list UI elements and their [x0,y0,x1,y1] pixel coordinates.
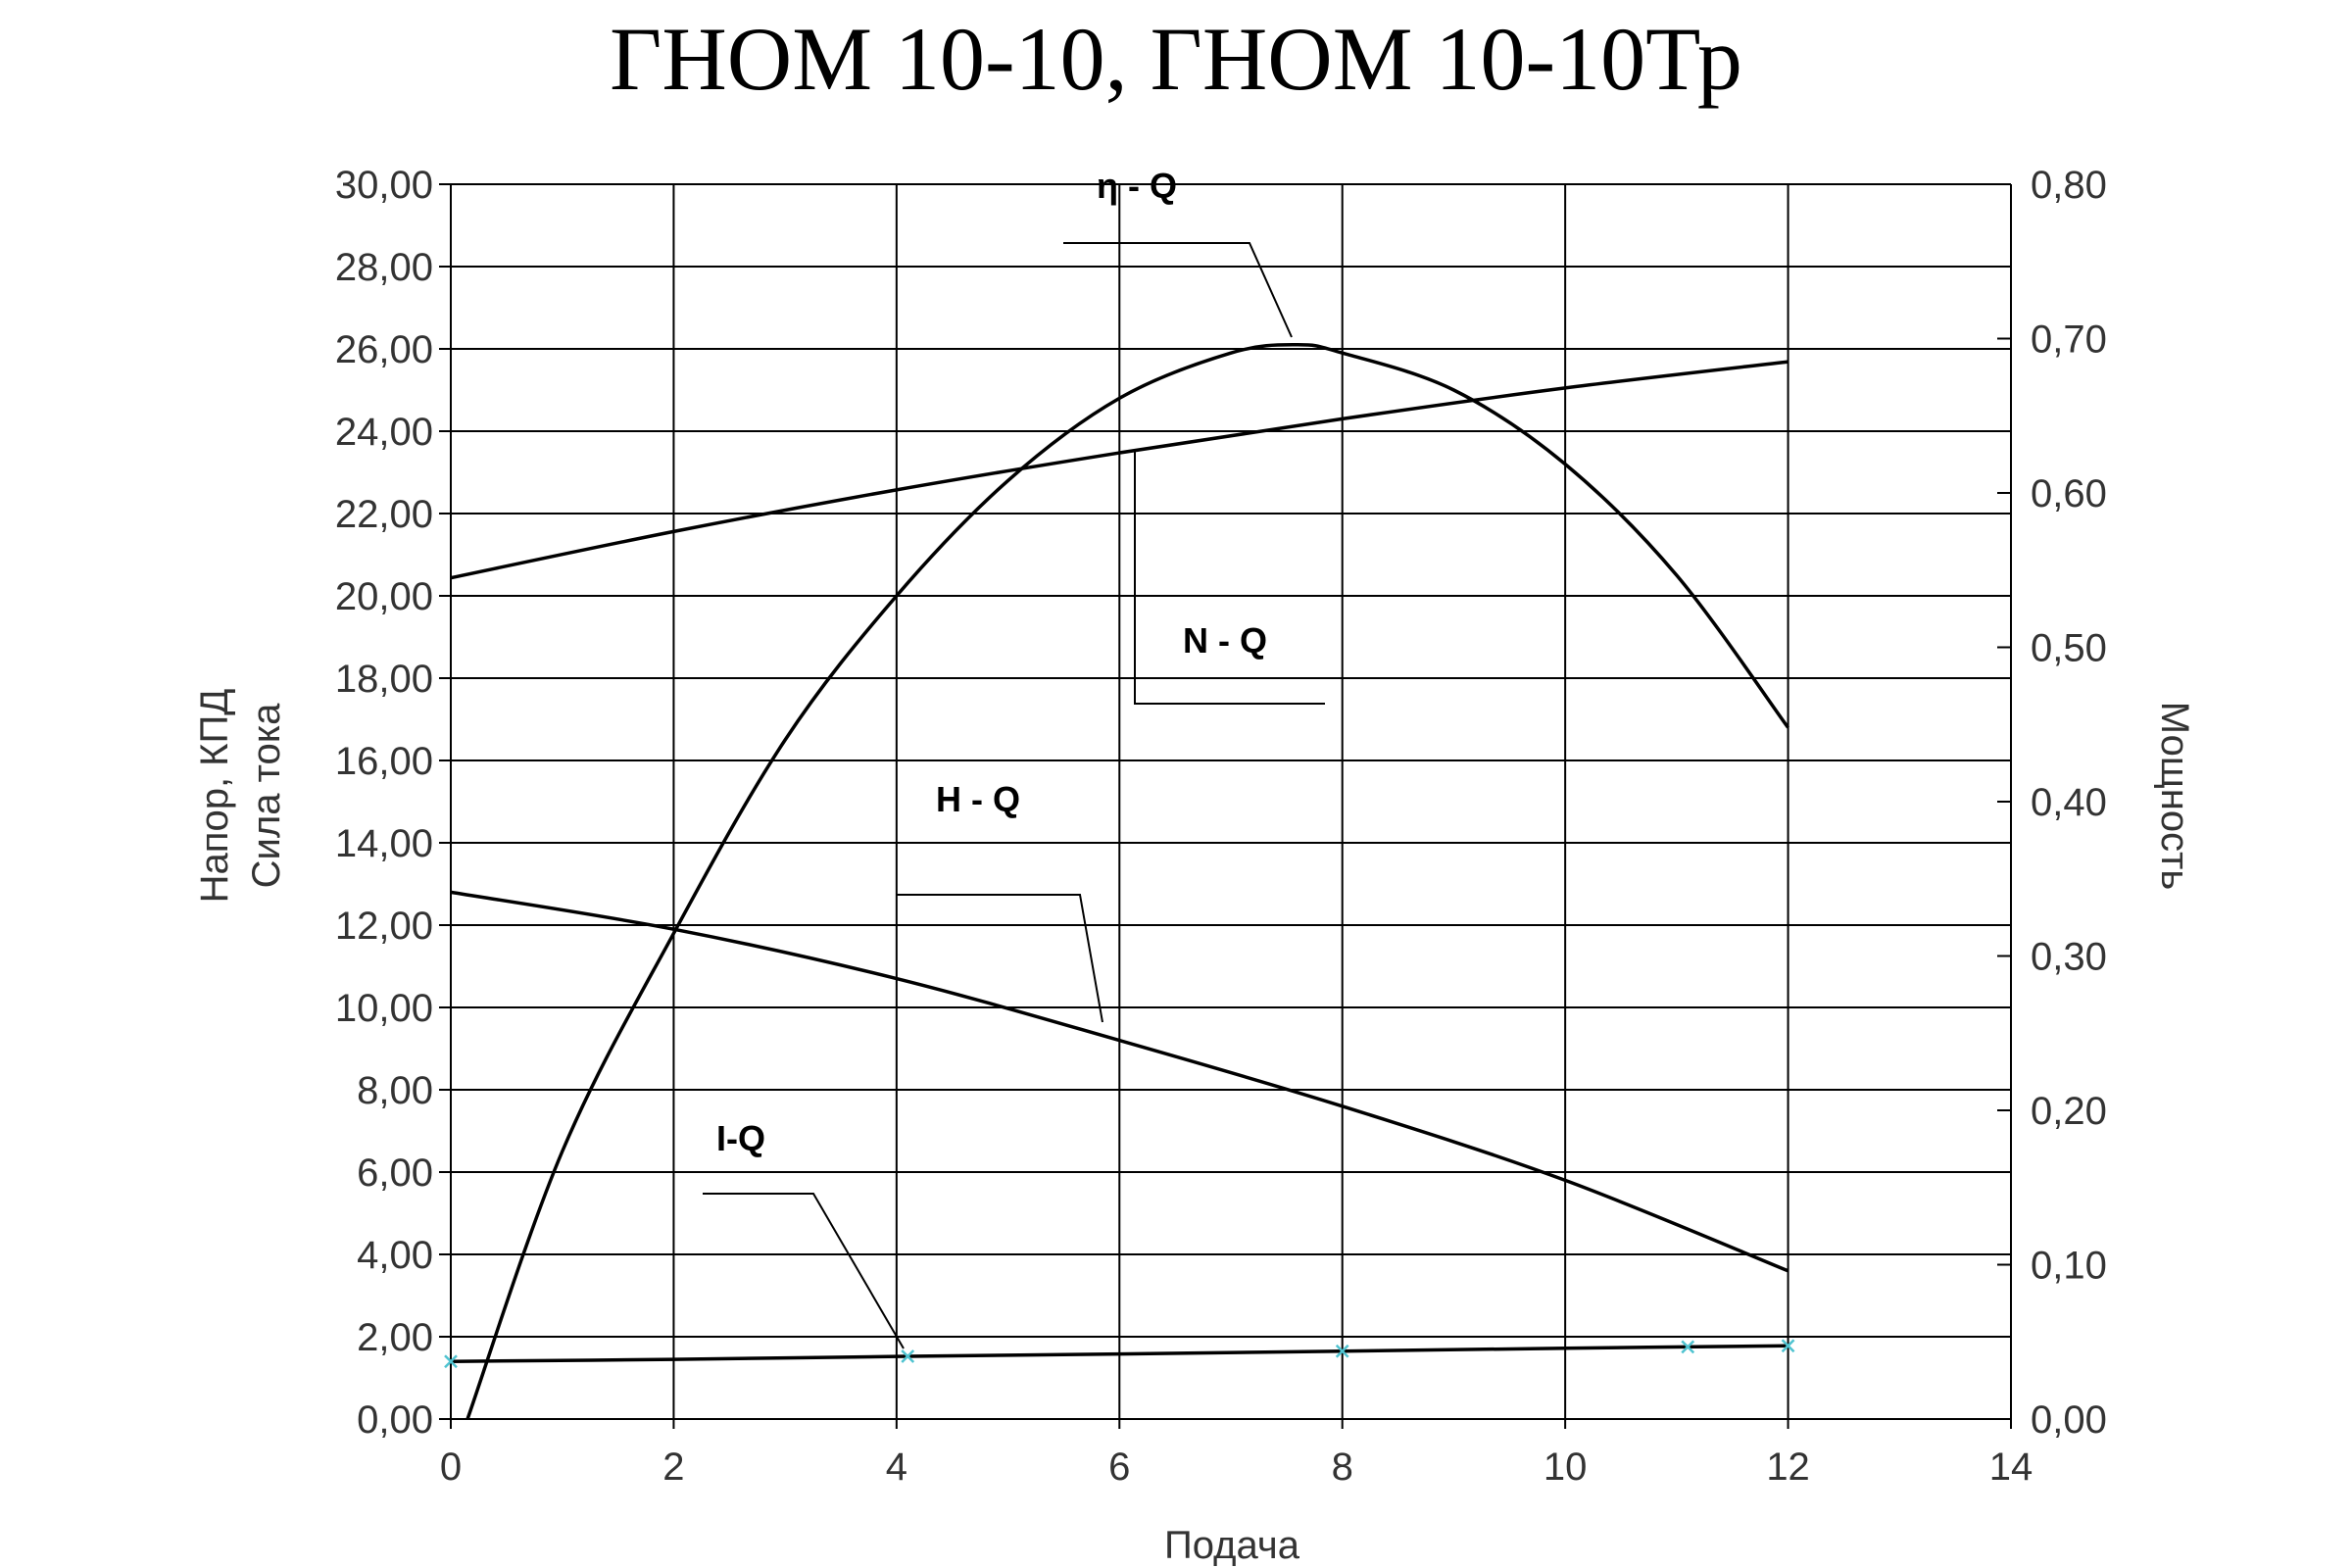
curve-n-q [450,360,1788,580]
i-q-point-marker [1681,1340,1695,1354]
x-tick-label: 2 [662,1446,684,1489]
y-left-axis-label-line2: Сила тока [245,703,288,888]
y-left-tick-label: 16,00 [335,740,433,783]
y-left-tick-label: 8,00 [357,1069,433,1112]
y-left-tick-label: 14,00 [335,822,433,865]
y-left-tick-label: 20,00 [335,575,433,618]
y-left-tick-label: 2,00 [357,1316,433,1359]
curve-i-q [450,1344,1788,1363]
curve-h-q [450,890,1789,1273]
y-left-tick-label: 26,00 [335,328,433,371]
curve-labels: η - Q N - Q H - Q I-Q [716,166,1267,1158]
y-left-tick-label: 10,00 [335,987,433,1030]
i-q-point-marker [1335,1344,1349,1358]
leader-n-q [1134,449,1325,705]
chart-title: ГНОМ 10-10, ГНОМ 10-10Тр [610,9,1742,109]
leader-i-q [703,1193,905,1349]
y-left-tick-label: 6,00 [357,1152,433,1195]
x-axis-label: Подача [1164,1524,1300,1567]
y-right-tick-label: 0,80 [2031,164,2107,207]
y-right-tick-label: 0,00 [2031,1398,2107,1442]
y-right-tick-label: 0,60 [2031,472,2107,515]
y-left-tick-label: 30,00 [335,164,433,207]
x-tick-label: 10 [1544,1446,1588,1489]
y-left-ticks: 0,00 2,00 4,00 6,00 8,00 10,00 12,00 14,00 16,00… [335,164,451,1442]
y-right-tick-label: 0,40 [2031,781,2107,824]
x-tick-label: 14 [1989,1446,2034,1489]
i-q-point-marker [901,1349,915,1363]
y-right-tick-label: 0,10 [2031,1245,2107,1288]
grid-layer [450,183,2012,1420]
leader-h-q [897,894,1103,1023]
y-left-tick-label: 18,00 [335,658,433,701]
leader-eta-q [1063,242,1293,338]
y-right-tick-label: 0,30 [2031,936,2107,979]
y-left-axis-label-line1: Напор, КПД [193,689,236,904]
i-q-point-marker [444,1354,458,1369]
y-left-tick-label: 4,00 [357,1234,433,1277]
x-ticks: 0 2 4 6 8 10 12 14 [440,1419,2033,1489]
curve-eta-q [466,343,1789,1420]
y-left-tick-label: 28,00 [335,246,433,289]
x-tick-label: 0 [440,1446,462,1489]
curve-leaders [703,242,1325,1349]
y-right-tick-label: 0,20 [2031,1090,2107,1133]
i-q-point-marker [1781,1339,1795,1353]
y-left-tick-label: 22,00 [335,493,433,536]
y-right-tick-label: 0,50 [2031,627,2107,670]
y-right-tick-label: 0,70 [2031,318,2107,362]
y-left-tick-label: 12,00 [335,905,433,948]
x-tick-label: 8 [1332,1446,1353,1489]
curves [444,343,1795,1420]
label-eta-q: η - Q [1097,166,1177,206]
label-i-q: I-Q [716,1118,765,1158]
label-n-q: N - Q [1183,620,1267,661]
y-left-tick-label: 0,00 [357,1398,433,1442]
x-tick-label: 6 [1108,1446,1130,1489]
label-h-q: H - Q [936,779,1020,819]
x-tick-label: 4 [886,1446,907,1489]
y-right-ticks: 0,00 0,10 0,20 0,30 0,40 0,50 0,60 0,70 0,80 [1997,164,2107,1442]
x-tick-label: 12 [1766,1446,1810,1489]
y-left-tick-label: 24,00 [335,411,433,454]
y-right-axis-label: Мощность [2153,702,2196,890]
